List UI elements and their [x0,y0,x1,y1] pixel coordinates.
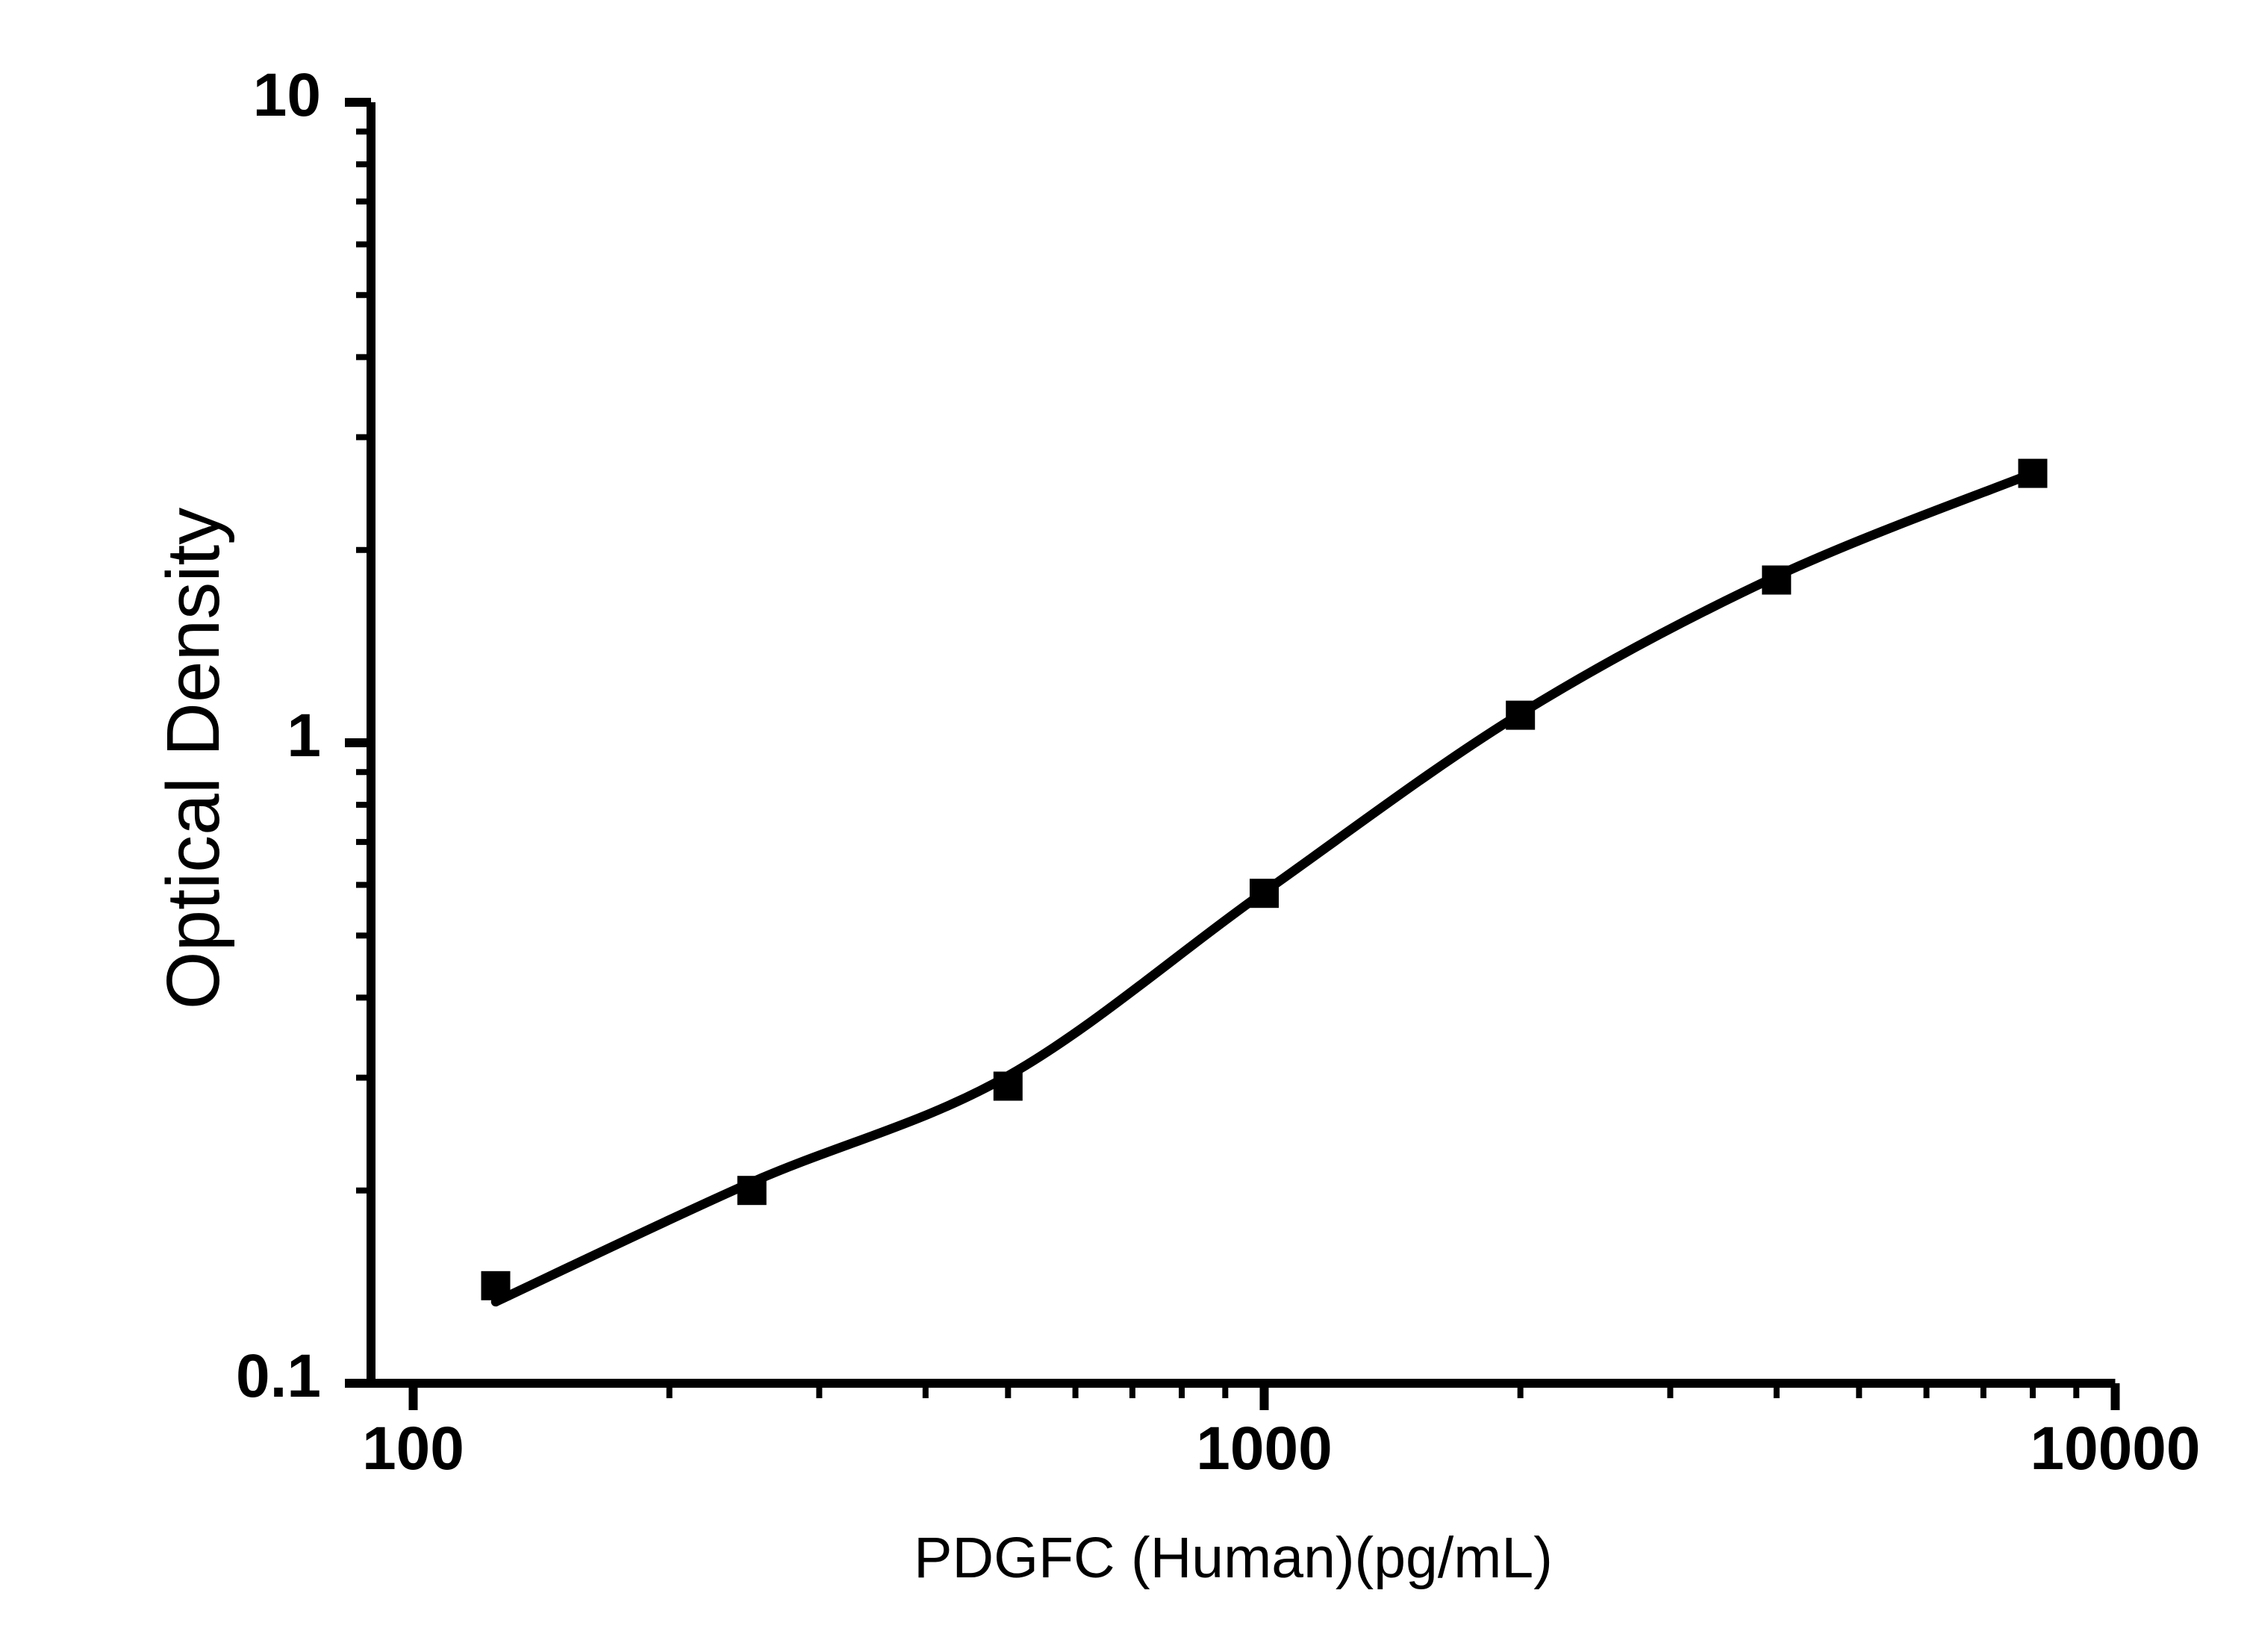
data-point-marker [993,1071,1023,1101]
data-point-marker [481,1271,511,1300]
data-point-marker [1762,565,1792,595]
x-tick-label: 10000 [2030,1415,2200,1483]
axes-frame [367,102,2116,1388]
y-tick-label: 10 [253,61,321,129]
y-axis-title: Optical Density [152,508,235,1009]
x-tick-label: 100 [362,1415,464,1483]
data-point-marker [2018,458,2048,488]
data-point-marker [1250,879,1279,908]
x-axis-title: PDGFC (Human)(pg/mL) [914,1526,1553,1590]
x-tick-label: 1000 [1196,1415,1332,1483]
data-point-marker [737,1176,767,1206]
y-tick-label: 1 [287,702,321,770]
plot-area: 100 1000 10000 0.1 1 10 [236,61,2201,1483]
data-point-marker [1506,700,1536,730]
y-tick-label: 0.1 [236,1342,321,1410]
